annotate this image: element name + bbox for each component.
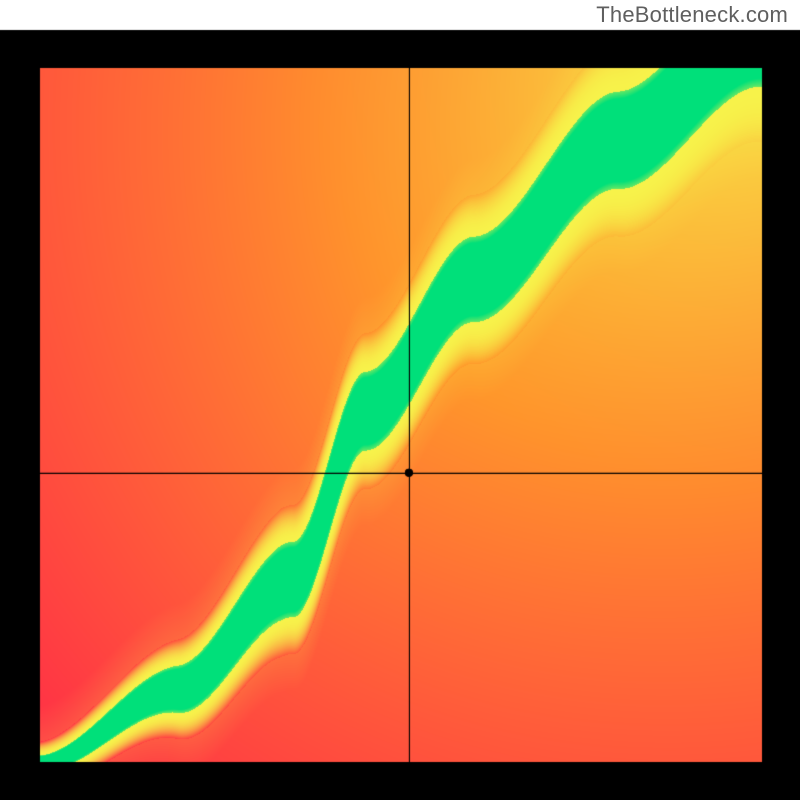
heatmap-canvas	[0, 0, 800, 800]
watermark-text: TheBottleneck.com	[596, 2, 788, 28]
chart-container: TheBottleneck.com	[0, 0, 800, 800]
